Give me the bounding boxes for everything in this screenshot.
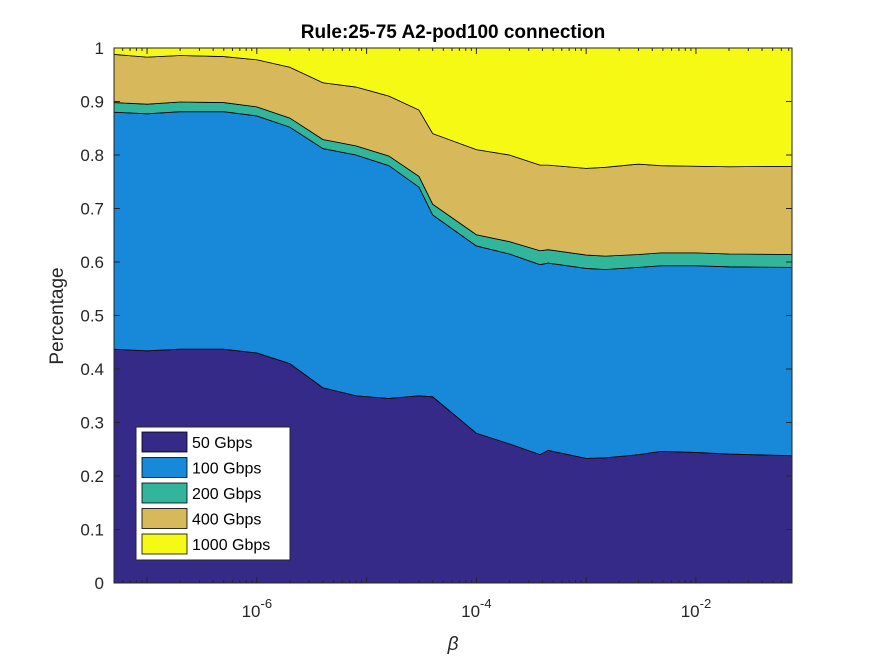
y-tick-label: 0.2 xyxy=(80,467,104,486)
y-tick-label: 0.1 xyxy=(80,521,104,540)
legend-swatch-100-gbps xyxy=(141,457,188,478)
legend: 50 Gbps 100 Gbps 200 Gbps 400 Gbps 1000 Gbps xyxy=(135,426,291,561)
x-tick-label: 10-4 xyxy=(461,596,491,621)
x-axis-label: β xyxy=(447,634,459,655)
y-tick-label: 1 xyxy=(95,39,104,58)
y-tick-label: 0.6 xyxy=(80,253,104,272)
legend-label-50-gbps: 50 Gbps xyxy=(192,435,252,452)
legend-label-400-gbps: 400 Gbps xyxy=(192,512,261,529)
legend-swatch-50-gbps xyxy=(141,431,188,453)
chart-title: Rule:25-75 A2-pod100 connection xyxy=(301,22,605,43)
x-tick-label: 10-6 xyxy=(242,596,272,621)
area-series-group xyxy=(113,47,793,584)
legend-swatch-200-gbps xyxy=(141,482,188,504)
legend-swatch-400-gbps xyxy=(141,508,188,529)
y-tick-label: 0.9 xyxy=(80,93,104,112)
legend-label-200-gbps: 200 Gbps xyxy=(192,486,261,503)
legend-swatch-1000-gbps xyxy=(141,533,188,555)
y-tick-label: 0.8 xyxy=(80,146,104,165)
y-tick-label: 0.5 xyxy=(80,307,104,326)
y-tick-label: 0.7 xyxy=(80,200,104,219)
y-axis: 0 0.1 0.2 0.3 0.4 0.5 0.6 0.7 0.8 0.9 1 xyxy=(80,39,792,593)
legend-label-1000-gbps: 1000 Gbps xyxy=(192,537,270,554)
y-axis-label: Percentage xyxy=(47,267,68,364)
y-tick-label: 0.4 xyxy=(80,360,104,379)
y-tick-label: 0.3 xyxy=(80,414,104,433)
x-axis: 10-6 10-4 10-2 xyxy=(113,48,790,621)
legend-label-100-gbps: 100 Gbps xyxy=(192,461,261,478)
y-tick-label: 0 xyxy=(95,574,104,593)
x-tick-label: 10-2 xyxy=(681,596,711,621)
